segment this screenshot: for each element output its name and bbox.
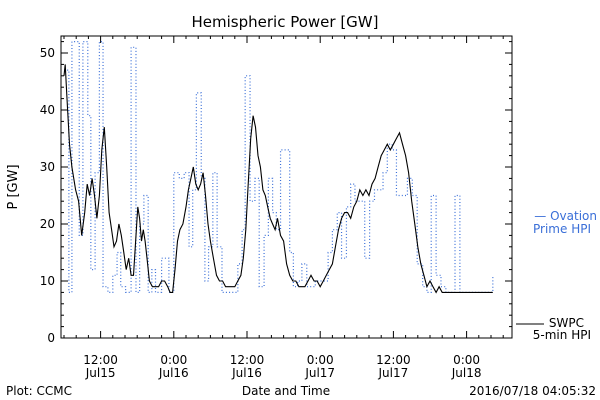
x-tick-label-time: 0:00 [453,353,480,367]
x-tick-label-date: Jul18 [451,366,482,380]
legend-swpc-line1: SWPC [549,316,584,330]
x-tick-label-time: 12:00 [83,353,118,367]
series-ovation-prime-hpi [64,41,494,293]
y-tick-label: 0 [47,331,55,345]
y-tick-label: 40 [40,103,55,117]
x-tick-label-date: Jul16 [231,366,262,380]
x-axis: 12:00Jul150:00Jul1612:00Jul160:00Jul1712… [63,36,504,380]
x-tick-label-date: Jul15 [85,366,116,380]
legend-swpc-line2: 5-min HPI [533,328,591,342]
x-tick-label-date: Jul17 [378,366,409,380]
y-tick-label: 50 [40,46,55,60]
series-layer [63,41,494,294]
chart-title: Hemispheric Power [GW] [192,13,379,31]
y-axis-label: P [GW] [6,164,21,209]
plot-frame [60,35,513,339]
legend-ovation-line1: — Ovation [534,209,597,223]
series-swpc-5min-hpi [63,64,493,294]
x-tick-label-time: 12:00 [376,353,411,367]
legend-ovation-line2: Prime HPI [533,222,591,236]
y-tick-label: 30 [40,160,55,174]
x-tick-label-time: 0:00 [160,353,187,367]
plot-credit: Plot: CCMC [6,384,72,398]
y-tick-label: 10 [40,274,55,288]
y-axis: 0 10 20 30 40 50 [40,41,512,345]
x-tick-label-time: 12:00 [230,353,265,367]
x-axis-label: Date and Time [242,384,330,398]
x-tick-label-date: Jul16 [158,366,189,380]
y-tick-label: 20 [40,217,55,231]
x-tick-label-time: 0:00 [307,353,334,367]
timestamp: 2016/07/18 04:05:32 [469,384,596,398]
x-tick-label-date: Jul17 [304,366,335,380]
